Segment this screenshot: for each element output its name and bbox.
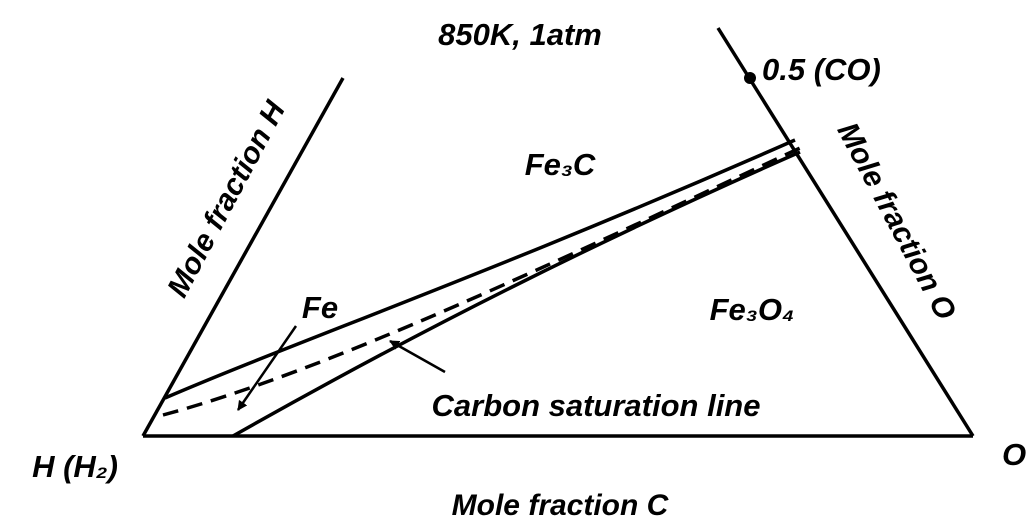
fe-arrow: [236, 325, 298, 411]
lower-boundary: [232, 150, 801, 438]
right-edge: [716, 27, 975, 437]
right-corner-label: O: [1002, 437, 1026, 472]
saturation-arrow: [389, 339, 446, 374]
left-edge: [141, 77, 345, 437]
left-corner-label: H (H₂): [32, 449, 118, 484]
co-point-label: 0.5 (CO): [762, 52, 881, 87]
title: 850K, 1atm: [438, 17, 602, 52]
co-point: [744, 72, 756, 84]
axis-c-label: Mole fraction C: [452, 489, 670, 519]
annotation: Carbon saturation line: [432, 388, 761, 423]
fe3c-label: Fe₃C: [525, 147, 596, 182]
fe3o4-label: Fe₃O₄: [710, 292, 795, 327]
carbon-saturation-line: [162, 146, 801, 417]
axis-h-label: Mole fraction H: [161, 95, 292, 303]
axis-o-label: Mole fraction O: [831, 117, 963, 325]
upper-boundary: [164, 138, 796, 400]
fe-label: Fe: [302, 290, 338, 325]
